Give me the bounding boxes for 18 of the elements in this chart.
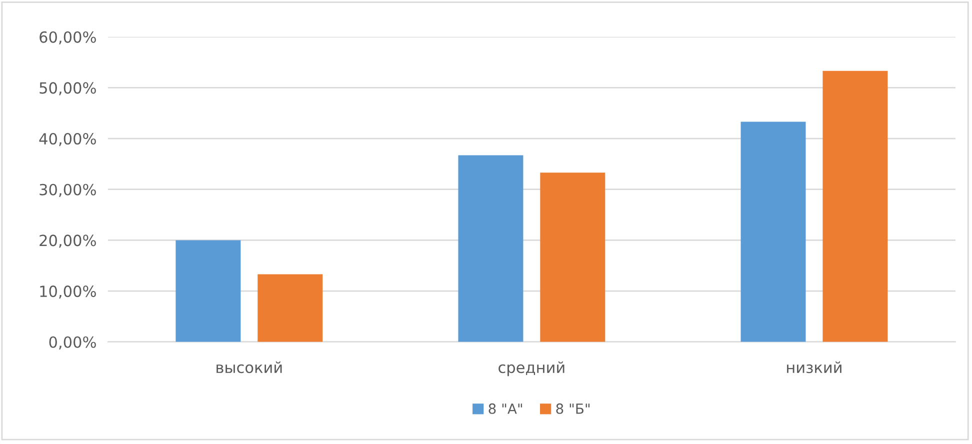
y-tick-label: 60,00% bbox=[40, 31, 96, 44]
bar bbox=[176, 240, 241, 342]
y-tick-label: 10,00% bbox=[40, 286, 96, 299]
y-tick-label: 0,00% bbox=[49, 336, 96, 350]
legend-label: 8 "Б" bbox=[556, 403, 590, 414]
x-tick-label: низкий bbox=[787, 361, 842, 374]
y-tick-label: 40,00% bbox=[39, 132, 96, 146]
bar bbox=[458, 155, 524, 342]
y-tick-label: 50,00% bbox=[40, 82, 96, 96]
legend-label: 8 "А" bbox=[488, 403, 522, 414]
bar bbox=[258, 274, 323, 342]
x-tick-label: средний bbox=[498, 361, 564, 376]
bar bbox=[740, 122, 806, 342]
bar bbox=[540, 172, 606, 342]
y-tick-label: 30,00% bbox=[40, 184, 96, 197]
x-tick-label: высокий bbox=[216, 361, 282, 374]
y-tick-label: 20,00% bbox=[40, 234, 96, 248]
bar bbox=[822, 70, 888, 342]
